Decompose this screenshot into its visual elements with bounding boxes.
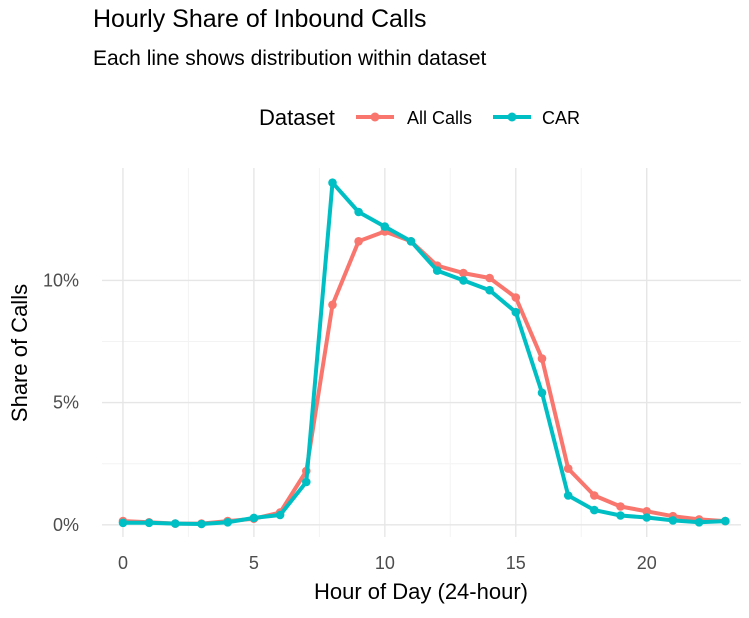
data-point-car	[616, 511, 625, 520]
data-point-car	[563, 491, 573, 500]
data-point-car	[537, 388, 547, 398]
y-axis-label: Share of Calls	[7, 284, 32, 422]
data-point-car	[302, 477, 311, 487]
data-point-all-calls	[563, 464, 573, 473]
data-point-car	[406, 237, 416, 246]
y-tick-label: 0%	[53, 515, 79, 535]
data-point-all-calls	[537, 354, 547, 363]
legend-key-all-calls-dot	[370, 112, 380, 122]
data-point-car	[249, 513, 259, 523]
legend-item-car: CAR	[493, 108, 580, 128]
data-point-car	[485, 285, 494, 295]
data-point-car	[144, 518, 154, 528]
data-point-all-calls	[511, 293, 521, 302]
x-tick-label: 20	[637, 553, 657, 573]
data-point-all-calls	[459, 268, 468, 278]
chart-subtitle: Each line shows distribution within data…	[93, 47, 487, 70]
data-point-car	[197, 519, 206, 529]
chart-title: Hourly Share of Inbound Calls	[93, 5, 427, 33]
x-tick-label: 15	[506, 553, 526, 573]
legend-label-all-calls: All Calls	[407, 108, 472, 128]
data-point-car	[171, 519, 180, 528]
data-point-all-calls	[354, 237, 363, 246]
data-point-all-calls	[642, 507, 651, 516]
x-tick-label: 5	[249, 553, 259, 573]
data-point-car	[223, 518, 232, 527]
data-point-car	[721, 516, 730, 526]
data-point-car	[642, 513, 651, 522]
legend-item-all-calls: All Calls	[356, 108, 472, 128]
y-tick-label: 5%	[53, 393, 79, 413]
data-point-car	[380, 222, 390, 231]
data-point-car	[118, 518, 128, 528]
data-point-car	[275, 510, 285, 520]
data-point-all-calls	[590, 491, 599, 500]
y-tick-label: 10%	[43, 270, 79, 290]
data-point-car	[354, 207, 363, 217]
series-line-car	[121, 180, 728, 526]
x-tick-label: 0	[118, 553, 128, 573]
plot-series	[118, 178, 730, 529]
data-point-car	[511, 307, 521, 317]
legend-title: Dataset	[259, 105, 335, 130]
legend: Dataset All Calls CAR	[259, 105, 580, 130]
data-point-all-calls	[328, 300, 337, 310]
data-point-car	[694, 518, 704, 527]
data-point-car	[590, 505, 599, 515]
x-tick-label: 10	[375, 553, 395, 573]
legend-key-car-dot	[507, 112, 517, 122]
x-axis-label: Hour of Day (24-hour)	[314, 579, 528, 604]
axes: 0 5 10 15 20 0% 5% 10%	[43, 270, 657, 573]
series-line-all-calls	[121, 229, 728, 526]
data-point-car	[668, 516, 678, 525]
data-point-all-calls	[616, 502, 625, 511]
legend-label-car: CAR	[542, 108, 580, 128]
data-point-car	[432, 266, 442, 275]
grid	[102, 168, 741, 537]
data-point-all-calls	[485, 273, 494, 283]
data-point-car	[328, 178, 337, 187]
data-point-car	[459, 276, 468, 285]
